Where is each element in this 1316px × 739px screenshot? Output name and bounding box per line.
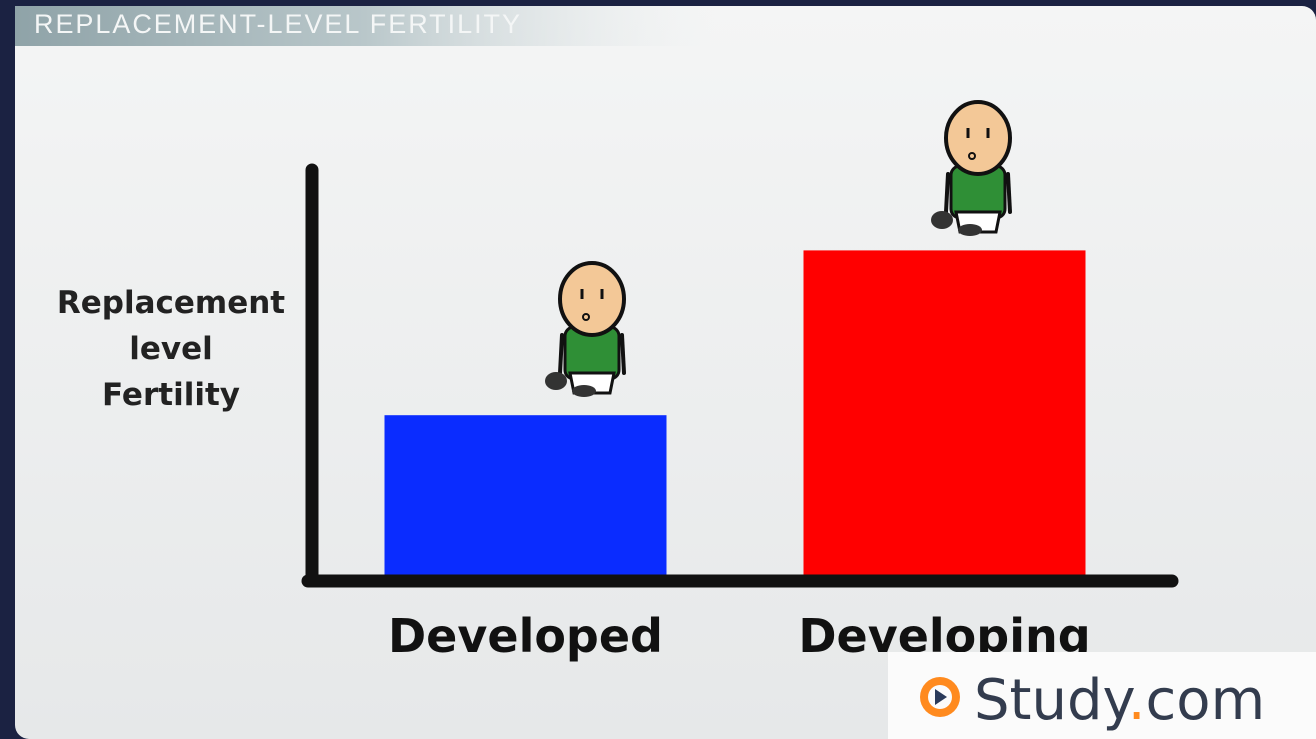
- logo-text: Study.com: [974, 668, 1265, 733]
- chart-title: REPLACEMENT-LEVEL FERTILITY: [34, 9, 520, 39]
- logo-dot: .: [1128, 668, 1146, 733]
- y-axis-label: Replacement level Fertility: [56, 285, 286, 413]
- header-band: [15, 6, 715, 46]
- x-tick-label: Developed: [388, 609, 663, 663]
- logo-tld: com: [1146, 668, 1266, 733]
- y-label-box: Replacement level Fertility: [56, 285, 286, 413]
- bar: [803, 250, 1086, 580]
- bar: [384, 415, 667, 580]
- logo-name: Study: [974, 668, 1135, 733]
- logo-play: [935, 689, 947, 705]
- plot: [384, 250, 1086, 580]
